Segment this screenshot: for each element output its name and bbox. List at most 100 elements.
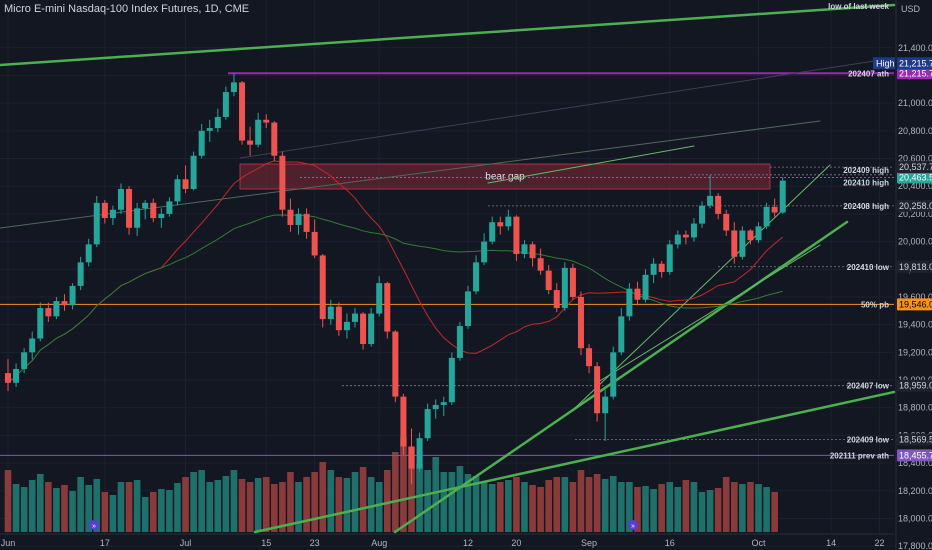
volume-bar — [569, 482, 577, 532]
volume-bar — [472, 476, 480, 532]
price-tag: 18,569.50 — [899, 435, 932, 445]
price-tick: 20,400.00 — [898, 181, 932, 191]
volume-bar — [327, 470, 335, 532]
candle-body — [109, 209, 116, 219]
candle-body — [658, 263, 665, 273]
price-tag: 18,455.75 — [899, 450, 932, 460]
volume-bar — [222, 476, 230, 532]
price-tag-bg — [897, 379, 932, 392]
volume-bar — [585, 477, 593, 532]
candle-body — [101, 202, 108, 219]
volume-bar — [158, 489, 165, 532]
volume-bar — [45, 482, 52, 532]
moving-averages — [7, 160, 784, 384]
level-label: 202409 high — [843, 166, 889, 175]
level-label: 202409 low — [847, 436, 890, 445]
volume-bar — [561, 477, 569, 532]
candle-body — [343, 321, 350, 331]
price-tick: 20,600.00 — [898, 154, 932, 164]
level-label: 202407 low — [847, 382, 890, 391]
volume-bar — [706, 490, 714, 532]
candle-body — [618, 316, 625, 353]
price-tag: 19,546.00 — [899, 299, 932, 309]
price-tick: 18,400.00 — [898, 458, 932, 468]
candle-body — [214, 116, 221, 129]
time-tick: 22 — [875, 538, 885, 548]
level-labels: 202407 ath 202409 high 202410 high 202408 h… — [828, 2, 890, 460]
time-tick: 15 — [261, 538, 271, 548]
volume-bar — [254, 478, 262, 532]
volume-bar — [319, 462, 327, 532]
volume-bar — [53, 488, 60, 532]
candles — [5, 73, 786, 484]
time-tick: 12 — [463, 538, 473, 548]
candle-body — [142, 202, 149, 209]
volume-bar — [109, 495, 117, 532]
price-tag: 20,463.50 — [899, 172, 932, 182]
price-tick: 21,000.00 — [898, 98, 932, 108]
volume-bar — [36, 474, 44, 532]
volume-bar — [698, 492, 706, 532]
support-trendline — [393, 220, 849, 534]
candle-body — [69, 285, 76, 306]
volume-bar — [505, 480, 512, 532]
candle-body — [13, 368, 20, 383]
candle-body — [723, 213, 730, 231]
level-label: 202407 ath — [848, 69, 889, 78]
volume-bar — [650, 489, 657, 532]
candle-body — [602, 396, 609, 414]
candle-body — [690, 223, 697, 238]
time-tick: Aug — [371, 538, 387, 548]
grid — [0, 0, 894, 547]
volume-bar — [747, 482, 754, 532]
volume-bar — [93, 479, 101, 532]
volume-bar — [553, 477, 561, 532]
candle-body — [368, 313, 375, 345]
volume-bar — [69, 491, 76, 532]
volume-bar — [601, 479, 609, 532]
volume-bar — [149, 492, 157, 532]
price-tick: 20,200.00 — [898, 209, 932, 219]
candle-body — [464, 291, 471, 327]
volume-bar — [375, 482, 383, 532]
candle-body — [642, 274, 649, 300]
candle-body — [715, 195, 722, 214]
candle-body — [650, 263, 657, 275]
volume-bar — [513, 477, 520, 532]
currency-label: USD — [901, 4, 921, 14]
volume-bar — [400, 437, 407, 532]
volume-bar — [432, 457, 440, 532]
price-axis: 21,400.0021,200.0021,000.0020,800.0020,6… — [895, 0, 932, 550]
channel-line — [487, 145, 695, 184]
trend-lines — [0, 3, 896, 534]
volume-bar — [262, 477, 270, 532]
candle-body — [93, 202, 100, 245]
candle-body — [481, 241, 488, 263]
volume-bars — [4, 437, 778, 532]
candle-body — [319, 255, 326, 320]
candle-body — [747, 230, 754, 241]
candle-body — [303, 213, 310, 232]
candle-body — [456, 326, 463, 358]
candle-body — [626, 288, 633, 317]
price-tick: 20,000.00 — [898, 237, 932, 247]
level-label: 202111 prev ath — [830, 451, 889, 460]
volume-bar — [440, 472, 448, 532]
time-tick: Jul — [180, 538, 192, 548]
candle-body — [126, 188, 133, 228]
candle-body — [21, 352, 28, 369]
flag-1-icon: » — [89, 520, 99, 530]
price-tag: 21,215.75 — [899, 68, 932, 78]
candle-body — [392, 331, 399, 397]
volume-bar — [714, 488, 722, 532]
price-tag-bg — [897, 433, 932, 446]
volume-bar — [731, 482, 738, 532]
candle-body — [594, 366, 601, 414]
candle-body — [166, 201, 173, 214]
volume-bar — [287, 472, 294, 532]
level-label: 202408 high — [843, 202, 889, 211]
volume-bar — [77, 477, 84, 532]
volume-bar — [496, 482, 504, 532]
candle-body — [255, 119, 262, 145]
